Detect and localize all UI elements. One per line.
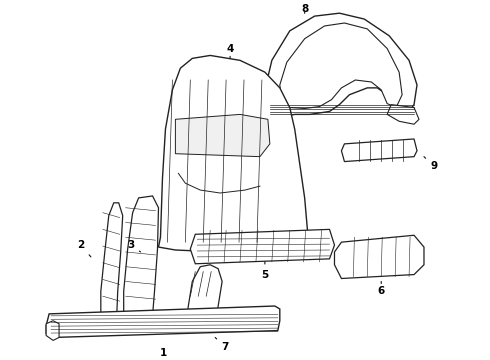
Text: 5: 5 <box>261 262 269 280</box>
Polygon shape <box>335 235 424 279</box>
Text: 8: 8 <box>301 4 308 14</box>
Polygon shape <box>101 203 122 316</box>
Polygon shape <box>158 55 308 252</box>
Polygon shape <box>175 114 270 157</box>
Text: 2: 2 <box>77 240 91 257</box>
Text: 1: 1 <box>160 348 167 358</box>
Text: 6: 6 <box>378 282 385 296</box>
Polygon shape <box>46 306 280 337</box>
Text: 4: 4 <box>226 44 234 58</box>
Text: 7: 7 <box>215 337 229 352</box>
Polygon shape <box>185 265 222 330</box>
Polygon shape <box>280 23 402 108</box>
Polygon shape <box>46 321 59 341</box>
Polygon shape <box>123 196 158 316</box>
Text: 9: 9 <box>424 157 438 171</box>
Polygon shape <box>265 13 417 117</box>
Polygon shape <box>342 139 417 162</box>
Polygon shape <box>387 104 419 124</box>
Text: 3: 3 <box>127 240 141 252</box>
Polygon shape <box>190 229 335 264</box>
